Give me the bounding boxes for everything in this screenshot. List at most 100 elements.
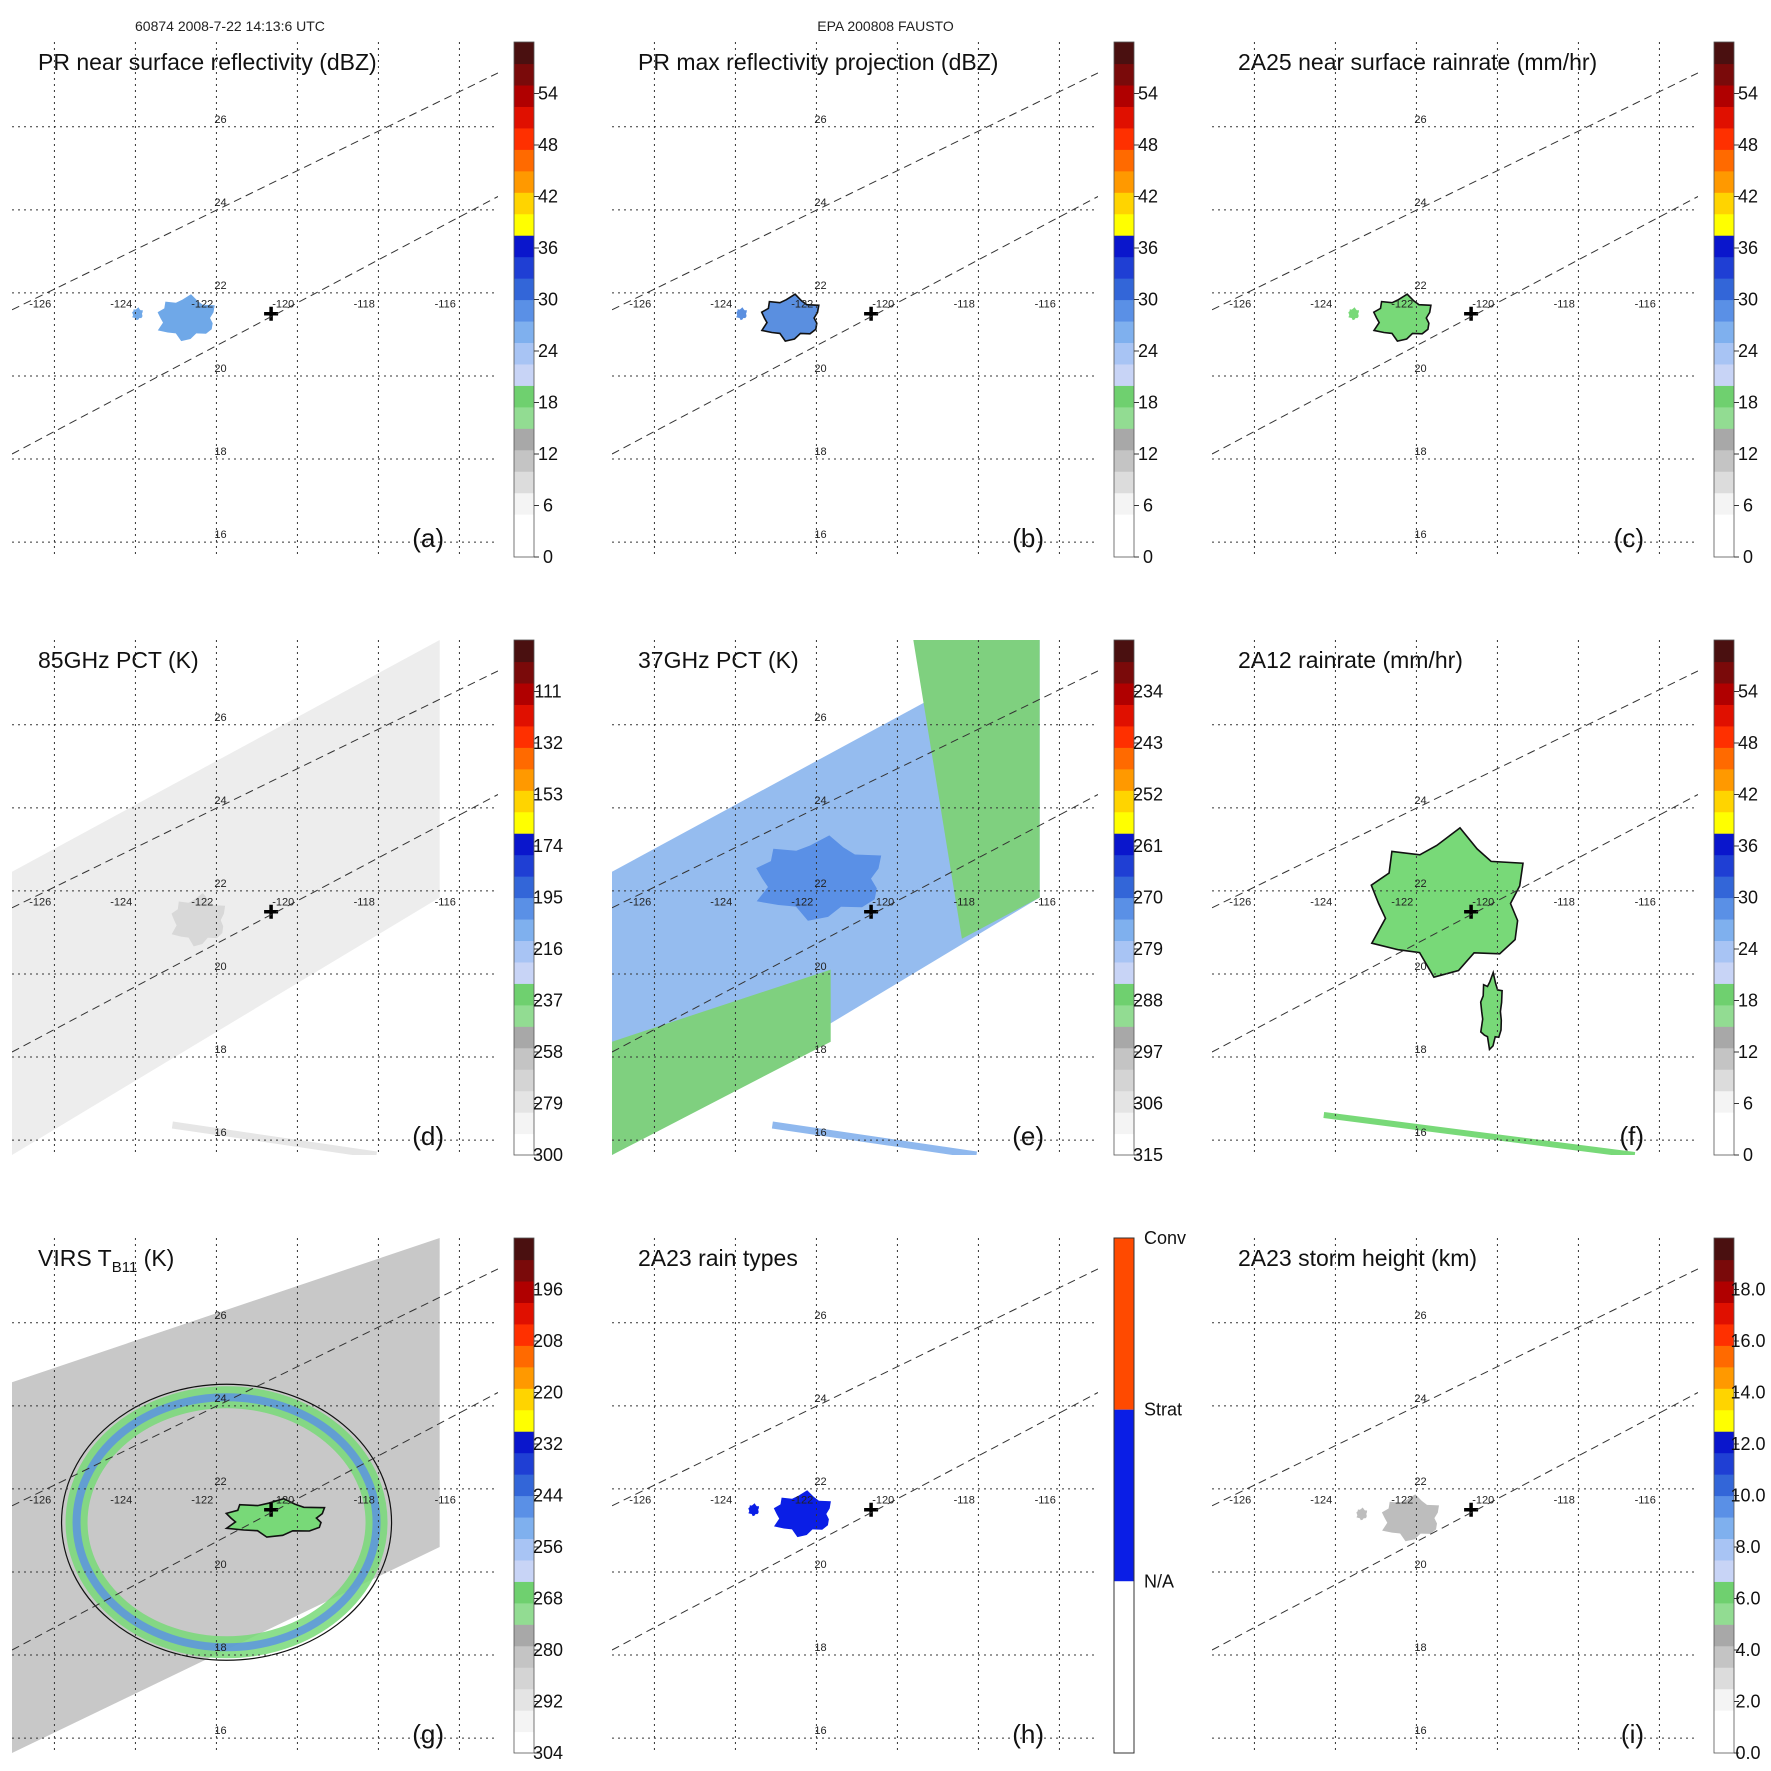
lat-tick-label: 16	[1414, 1725, 1426, 1737]
colorbar-segment	[1714, 1090, 1734, 1113]
lat-tick-label: 24	[214, 1393, 226, 1405]
colorbar-segment	[514, 1602, 534, 1625]
colorbar-tick-label: 0	[543, 547, 553, 567]
colorbar-segment	[514, 983, 534, 1006]
colorbar-segment	[514, 854, 534, 877]
swath-edge-line	[12, 196, 498, 455]
colorbar-segment	[1114, 42, 1134, 65]
colorbar-segment	[1114, 170, 1134, 193]
lat-tick-label: 26	[814, 1310, 826, 1322]
colorbar-segment	[1714, 1026, 1734, 1049]
colorbar-segment	[514, 1731, 534, 1754]
colorbar-segment	[1714, 471, 1734, 494]
lon-tick-label: -124	[710, 1495, 732, 1507]
rain-area	[1370, 826, 1524, 979]
lat-tick-label: 26	[214, 712, 226, 724]
swath-edge-line	[12, 1392, 498, 1651]
colorbar-tick-label: 30	[538, 290, 558, 310]
colorbar-segment	[1114, 535, 1134, 558]
lat-tick-label: 20	[1414, 1559, 1426, 1571]
colorbar-segment	[1714, 406, 1734, 429]
colorbar-tick-label: 42	[1138, 187, 1158, 207]
colorbar-tick-label: 18.0	[1730, 1280, 1765, 1300]
colorbar-segment	[1714, 385, 1734, 408]
storm-name: EPA 200808 FAUSTO	[817, 18, 954, 34]
colorbar-segment	[1114, 385, 1134, 408]
lat-tick-label: 22	[1414, 878, 1426, 890]
colorbar-segment	[1114, 1409, 1134, 1582]
panel-title: 85GHz PCT (K)	[38, 647, 199, 673]
colorbar-tick-label: 54	[1738, 682, 1758, 702]
colorbar-tick-label: 6	[543, 496, 553, 516]
panel-d: -126 -124 -122 -120 -118 -116 26 24 22 20 18 16 85GH…	[12, 639, 563, 1165]
colorbar-segment	[1714, 940, 1734, 963]
colorbar-segment	[1114, 406, 1134, 429]
map-area: -126 -124 -122 -120 -118 -116 26 24 22 20 18 16	[12, 1238, 498, 1753]
map-area: -126 -124 -122 -120 -118 -116 26 24 22 20 18 16	[12, 640, 498, 1155]
lat-tick-label: 24	[214, 795, 226, 807]
lon-tick-label: -116	[1635, 1495, 1656, 1507]
colorbar-segment	[1114, 704, 1134, 727]
colorbar-segment	[514, 320, 534, 344]
colorbar-segment	[1714, 1133, 1734, 1156]
storm-center-marker	[864, 306, 879, 321]
colorbar-segment	[514, 63, 534, 86]
lat-tick-label: 20	[814, 363, 826, 375]
colorbar-segment	[1714, 213, 1734, 236]
colorbar-tick-label: 54	[1738, 84, 1758, 104]
colorbar-tick-label: 258	[533, 1042, 563, 1062]
colorbar-segment	[1714, 42, 1734, 65]
colorbar-segment	[1114, 961, 1134, 984]
lon-tick-label: -116	[1035, 897, 1056, 909]
echo-fragment	[1356, 1507, 1368, 1521]
colorbar-tick-label: 10.0	[1730, 1486, 1765, 1506]
colorbar-segment	[1714, 535, 1734, 558]
colorbar-segment	[1714, 1302, 1734, 1325]
colorbar-tick-label: 6	[1743, 496, 1753, 516]
colorbar-segment	[1714, 983, 1734, 1006]
swath-strip	[1323, 1112, 1636, 1155]
colorbar-tick-label: 42	[1738, 785, 1758, 805]
colorbar-segment	[514, 363, 534, 386]
colorbar-segment	[514, 961, 534, 984]
lon-tick-label: -118	[354, 897, 375, 909]
colorbar-segment	[1114, 471, 1134, 494]
colorbar-tick-label: Strat	[1144, 1400, 1182, 1420]
colorbar-tick-label: 8.0	[1735, 1537, 1760, 1557]
cold-core	[756, 835, 882, 921]
colorbar-segment	[1114, 1069, 1134, 1092]
lat-tick-label: 18	[214, 1044, 226, 1056]
colorbar-segment	[514, 106, 534, 129]
colorbar-segment	[1714, 704, 1734, 727]
colorbar-segment	[514, 1366, 534, 1389]
colorbar-tick-label: 18	[1738, 991, 1758, 1011]
colorbar-tick-label: 297	[1133, 1042, 1163, 1062]
colorbar-segment	[514, 492, 534, 515]
colorbar-segment	[1714, 127, 1734, 150]
colorbar-segment	[514, 1538, 534, 1561]
panel-title: 2A25 near surface rainrate (mm/hr)	[1238, 49, 1597, 75]
lat-tick-label: 20	[214, 1559, 226, 1571]
colorbar-segment	[1714, 278, 1734, 301]
colorbar-segment	[514, 1710, 534, 1733]
colorbar-segment	[1114, 1004, 1134, 1027]
swath-edge-line	[12, 794, 498, 1053]
lat-tick-label: 20	[814, 1559, 826, 1571]
lon-tick-label: -118	[954, 1495, 975, 1507]
colorbar-segment	[1714, 1645, 1734, 1668]
lat-tick-label: 26	[814, 712, 826, 724]
colorbar-segment	[1714, 106, 1734, 129]
lat-tick-label: 18	[1414, 1044, 1426, 1056]
panel-label: (b)	[1012, 523, 1044, 553]
echo-area	[1381, 1494, 1439, 1542]
lat-tick-label: 22	[214, 1476, 226, 1488]
colorbar-tick-label: 12.0	[1730, 1434, 1765, 1454]
colorbar-tick-label: 18	[1738, 393, 1758, 413]
map-area: -126 -124 -122 -120 -118 -116 26 24 22 20 18 16	[12, 42, 498, 557]
lat-tick-label: 24	[1414, 795, 1426, 807]
storm-center-marker	[1464, 904, 1479, 919]
colorbar-tick-label: 48	[1738, 733, 1758, 753]
colorbar-segment	[514, 1345, 534, 1368]
colorbar-segment	[1714, 876, 1734, 899]
colorbar-segment	[514, 1645, 534, 1668]
